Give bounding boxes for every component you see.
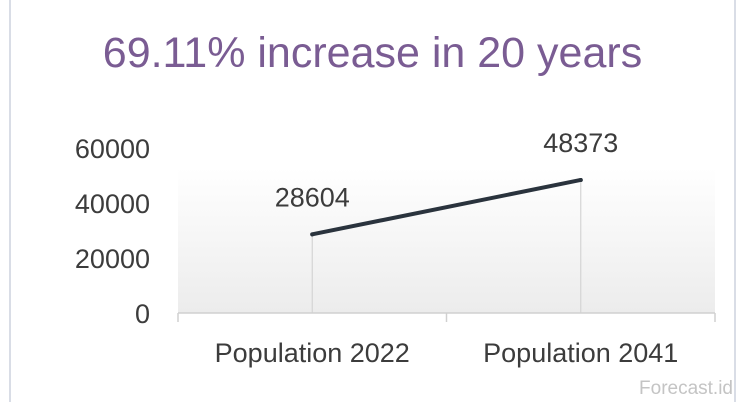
slide-frame [9, 0, 736, 402]
watermark: Forecast.id [639, 378, 733, 399]
y-tick-label: 60000 [75, 134, 150, 164]
x-tick-label: Population 2041 [483, 338, 678, 368]
y-tick-label: 40000 [75, 189, 150, 219]
x-tick-label: Population 2022 [215, 338, 410, 368]
data-label: 48373 [543, 128, 618, 158]
data-point [578, 177, 583, 182]
plot-background [178, 168, 715, 313]
data-label: 28604 [275, 182, 350, 212]
data-point [310, 232, 315, 237]
series-line [310, 177, 583, 237]
y-tick-label: 0 [135, 299, 150, 329]
y-tick-label: 20000 [75, 244, 150, 274]
chart-title: 69.11% increase in 20 years [102, 29, 643, 77]
